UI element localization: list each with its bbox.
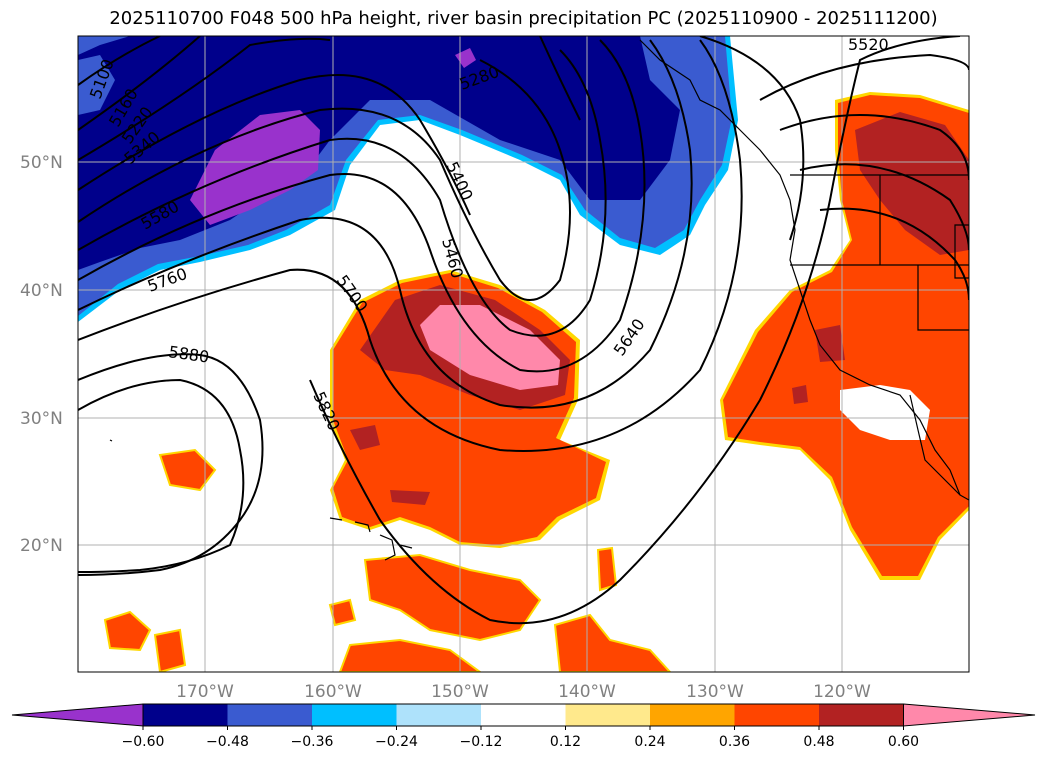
height-contours [78, 36, 969, 625]
lat-label: 40°N [20, 281, 63, 301]
plot-frame [77, 35, 970, 673]
lat-label: 20°N [20, 536, 63, 556]
pos-anomaly-patch-s [328, 598, 357, 627]
colorbar-tick-label: 0.60 [888, 734, 919, 750]
lon-label: 140°W [558, 682, 616, 702]
lat-axis: 50°N 40°N 30°N 20°N [20, 153, 63, 556]
lon-label: 130°W [686, 682, 744, 702]
colorbar-tick-label: −0.36 [291, 734, 334, 750]
colorbar-tick-label: 0.12 [550, 734, 581, 750]
colorbar-frame [142, 703, 904, 727]
colorbar-tick-label: 0.36 [719, 734, 750, 750]
colorbar-segment [396, 704, 481, 726]
pos-anomaly-hawaii-c [553, 613, 672, 672]
colorbar-extend-low [11, 703, 144, 727]
lon-label: 150°W [431, 682, 489, 702]
pos-anomaly-patch-west [158, 448, 217, 492]
lon-label: 160°W [304, 682, 362, 702]
pos-anomaly-red-small-2 [390, 490, 430, 505]
lon-axis: 170°W 160°W 150°W 140°W 130°W 120°W [176, 682, 871, 702]
colorbar-tick-label: 0.24 [634, 734, 665, 750]
colorbar-tick-label: −0.60 [122, 734, 165, 750]
pos-anomaly-white-east-hole [840, 385, 930, 440]
contour-label: 5520 [848, 35, 889, 54]
colorbar: −0.60 −0.48 −0.36 −0.24 −0.12 0.12 0.24 0.36 0.4… [11, 703, 1036, 750]
pos-anomaly-hawaii-b [338, 638, 482, 672]
lat-label: 50°N [20, 153, 63, 173]
neg-anomaly-blue-edge [78, 55, 115, 115]
pos-anomaly-patch-sw2 [153, 628, 187, 672]
colorbar-segment [481, 704, 566, 726]
colorbar-extend-high [903, 703, 1036, 727]
colorbar-segment [565, 704, 650, 726]
colorbar-tick-label: −0.24 [375, 734, 418, 750]
pos-anomaly-patch-mid [596, 546, 618, 592]
colorbar-segment [227, 704, 312, 726]
colorbar-segment [734, 704, 819, 726]
colorbar-segment [819, 704, 904, 726]
pos-anomaly-pink-central [420, 305, 560, 390]
colorbar-tick-label: −0.48 [206, 734, 249, 750]
pos-anomaly-red-east [855, 112, 969, 255]
pos-anomaly-patch-sw [103, 610, 152, 652]
lat-label: 30°N [20, 409, 63, 429]
colorbar-tick-label: 0.48 [803, 734, 834, 750]
pos-anomaly-red-east-2 [815, 325, 845, 362]
pos-anomaly-red-east-3 [792, 385, 808, 404]
neg-anomaly-purple [190, 110, 320, 225]
pos-anomaly-red-small [350, 425, 380, 450]
map-title: 2025110700 F048 500 hPa height, river ba… [109, 8, 938, 29]
colorbar-segment [312, 704, 397, 726]
colorbar-segment [143, 704, 228, 726]
lon-label: 170°W [176, 682, 234, 702]
lon-label: 120°W [813, 682, 871, 702]
gridlines [78, 36, 969, 672]
colorbar-segment [650, 704, 735, 726]
colorbar-tick-label: −0.12 [460, 734, 503, 750]
